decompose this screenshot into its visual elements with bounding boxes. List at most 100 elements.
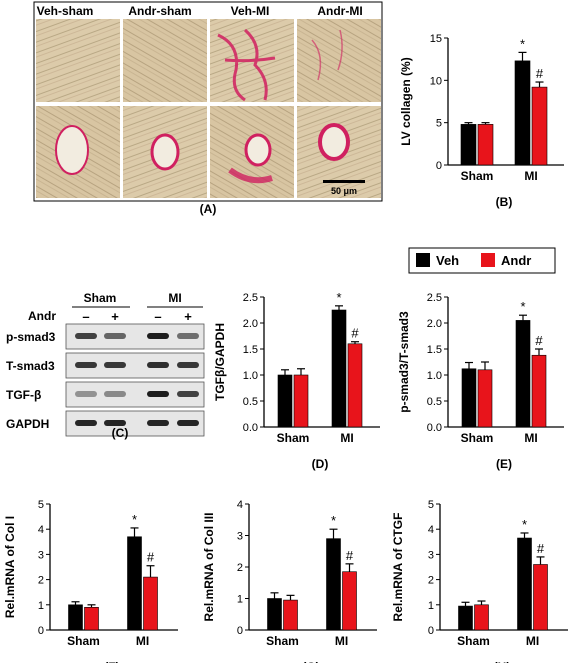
blot-band <box>147 333 169 339</box>
blot-band-label: T-smad3 <box>6 359 55 373</box>
legend-swatch-andr <box>481 253 495 267</box>
panel-label: (B) <box>496 195 513 209</box>
y-tick-label: 1 <box>237 594 243 606</box>
histology-column-label: Veh-MI <box>231 4 270 18</box>
bar-andr <box>531 354 547 428</box>
bar-andr <box>293 374 309 428</box>
blot-band <box>75 420 97 426</box>
legend-label-veh: Veh <box>436 253 459 268</box>
western-blot-panel: Sham MI Andr – + – + p-smad3 T-smad3 TGF-β… <box>6 291 205 440</box>
bar-andr <box>477 124 494 166</box>
y-tick-label: 1.0 <box>243 370 258 382</box>
bar-veh <box>517 537 532 631</box>
bar-veh <box>127 536 142 631</box>
y-tick-label: 4 <box>237 499 243 511</box>
blot-band <box>104 391 126 397</box>
vessel <box>318 123 350 161</box>
bar-veh <box>461 368 477 428</box>
blot-band <box>75 362 97 368</box>
y-tick-label: 0.5 <box>243 396 258 408</box>
y-tick-label: 3 <box>237 531 243 543</box>
y-tick-label: 0.0 <box>243 422 258 434</box>
y-tick-label: 5 <box>428 499 434 511</box>
y-axis-label: Rel.mRNA of Col III <box>202 513 216 622</box>
collagen-stain <box>217 28 276 102</box>
vessel <box>55 125 89 175</box>
blot-band <box>104 333 126 339</box>
bar-veh <box>277 374 293 428</box>
blot-band <box>177 333 199 339</box>
significance-mark: # <box>535 333 543 348</box>
scale-bar <box>323 180 365 183</box>
micrograph <box>123 19 207 102</box>
lane-sign: + <box>184 309 192 324</box>
significance-mark: * <box>331 513 336 528</box>
x-tick-label: Sham <box>461 169 494 183</box>
vessel <box>150 133 180 171</box>
significance-mark: * <box>520 299 525 314</box>
blot-band <box>104 362 126 368</box>
micrograph <box>297 19 381 102</box>
y-tick-label: 1 <box>428 600 434 612</box>
y-tick-label: 4 <box>428 524 434 536</box>
x-tick-label: MI <box>340 431 353 445</box>
legend-swatch-veh <box>416 253 430 267</box>
histology-panel: Veh-sham Andr-sham Veh-MI Andr-MI 50 μm … <box>33 1 383 216</box>
y-axis-label: p-smad3/T-smad3 <box>397 311 411 413</box>
blot-band <box>177 362 199 368</box>
blot-band <box>75 333 97 339</box>
x-tick-label: Sham <box>266 634 299 648</box>
x-tick-label: MI <box>524 431 537 445</box>
lane-sign: – <box>82 309 89 324</box>
y-tick-label: 15 <box>430 33 442 45</box>
panel-label: (A) <box>200 202 217 216</box>
y-tick-label: 5 <box>38 499 44 511</box>
panel-label: (C) <box>112 426 129 440</box>
blot-band <box>177 420 199 426</box>
vessel <box>244 133 272 167</box>
y-tick-label: 1.5 <box>243 344 258 356</box>
bar-chart-d: 0.0 0.5 1.0 1.5 2.0 2.5 TGFβ/GAPDH Sham MI * # (D) <box>213 290 380 471</box>
blot-band <box>104 420 126 426</box>
histology-column-label: Andr-sham <box>128 4 191 18</box>
blot-group-label: Sham <box>84 291 117 305</box>
legend-label-andr: Andr <box>501 253 531 268</box>
x-tick-label: Sham <box>457 634 490 648</box>
y-axis-label: Rel.mRNA of CTGF <box>391 513 405 622</box>
y-tick-label: 0 <box>237 625 243 637</box>
bar-chart-e: 0.0 0.5 1.0 1.5 2.0 2.5 p-smad3/T-smad3 Sham MI *… <box>397 292 564 471</box>
significance-mark: * <box>520 36 525 51</box>
collagen-stain <box>311 29 343 81</box>
lane-sign: – <box>154 309 161 324</box>
significance-mark: * <box>522 517 527 532</box>
y-tick-label: 0 <box>38 625 44 637</box>
bar-andr <box>84 607 99 631</box>
y-tick-label: 4 <box>38 524 44 536</box>
panel-label: (E) <box>496 457 512 471</box>
blot-band <box>75 391 97 397</box>
significance-mark: # <box>537 541 545 556</box>
histology-column-label: Veh-sham <box>37 4 94 18</box>
x-tick-label: MI <box>526 634 539 648</box>
collagen-stain <box>228 167 273 184</box>
significance-mark: # <box>351 326 359 341</box>
histology-column-label: Andr-MI <box>317 4 362 18</box>
y-tick-label: 2.0 <box>427 318 442 330</box>
bar-andr <box>283 599 298 631</box>
x-tick-label: MI <box>524 169 537 183</box>
bar-veh <box>460 124 477 166</box>
bar-andr <box>474 604 489 631</box>
bar-andr <box>347 343 363 428</box>
y-tick-label: 2.0 <box>243 318 258 330</box>
bar-veh <box>515 320 531 428</box>
y-tick-label: 3 <box>428 549 434 561</box>
bar-veh <box>514 60 531 166</box>
histology-row-bottom: 50 μm <box>36 106 381 198</box>
y-tick-label: 0 <box>436 160 442 172</box>
lane-sign: + <box>111 309 119 324</box>
y-tick-label: 2.5 <box>427 292 442 304</box>
y-axis-label: LV collagen (%) <box>399 57 413 145</box>
